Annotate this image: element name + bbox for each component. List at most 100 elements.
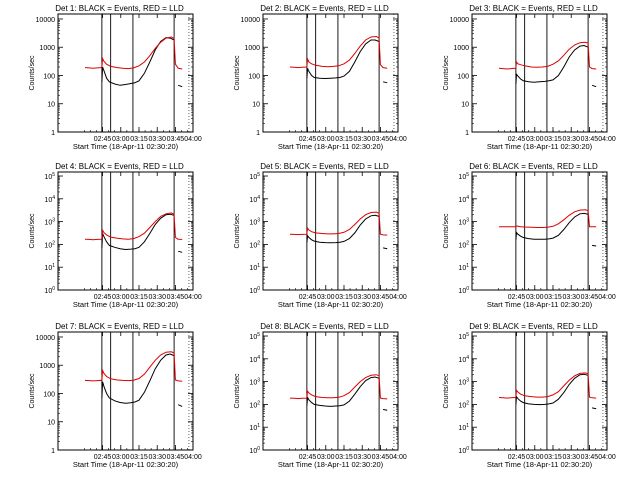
- plot-frame: [471, 13, 608, 133]
- x-tick-label: 03:00: [317, 136, 335, 143]
- plot-frame: [57, 13, 194, 133]
- chart-panel: Det 2: BLACK = Events, RED = LLD 1 10 100 10…: [234, 4, 407, 151]
- x-tick-label: 02:45: [299, 136, 317, 143]
- x-tick-label: 02:45: [508, 136, 526, 143]
- plot-frame: [57, 331, 194, 451]
- chart-panel: Det 3: BLACK = Events, RED = LLD 1 10 100 10…: [443, 4, 616, 151]
- y-tick-label: 10000: [450, 17, 470, 24]
- events-series-line: [178, 84, 183, 88]
- y-tick-label: 1000: [39, 363, 55, 370]
- x-tick-label: 03:45: [581, 454, 599, 461]
- chart-panel: Det 8: BLACK = Events, RED = LLD 100 101 10…: [234, 322, 407, 469]
- lld-series-line: [289, 35, 388, 69]
- y-tick-label: 100: [458, 286, 469, 295]
- x-tick-label: 03:30: [562, 136, 580, 143]
- y-tick-label: 105: [44, 172, 55, 181]
- y-tick-label: 102: [249, 240, 260, 249]
- chart-title: Det 7: BLACK = Events, RED = LLD: [55, 322, 184, 331]
- events-series-line: [306, 39, 380, 80]
- chart-panel: Det 7: BLACK = Events, RED = LLD 1 10 100 10…: [29, 322, 202, 469]
- x-tick-label: 04:00: [389, 454, 407, 461]
- chart-panel: Det 6: BLACK = Events, RED = LLD 100 101 10…: [443, 162, 616, 309]
- x-tick-label: 03:15: [544, 136, 562, 143]
- y-tick-label: 105: [249, 332, 260, 341]
- y-tick-label: 10000: [36, 335, 56, 342]
- y-tick-label: 10: [252, 102, 260, 109]
- events-series-line: [178, 250, 183, 253]
- y-tick-label: 100: [43, 391, 55, 398]
- chart-panel: Det 4: BLACK = Events, RED = LLD 100 101 10…: [29, 162, 202, 309]
- events-series-line: [591, 84, 597, 88]
- chart-title: Det 1: BLACK = Events, RED = LLD: [55, 4, 184, 13]
- x-tick-label: 02:45: [508, 294, 526, 301]
- plot-frame: [471, 171, 608, 291]
- y-tick-label: 103: [458, 218, 469, 227]
- y-axis-label: Counts/sec: [29, 213, 36, 249]
- x-tick-label: 03:30: [148, 136, 166, 143]
- x-axis-label: Start Time (18-Apr-11 02:30:20): [73, 142, 179, 151]
- y-tick-label: 10: [461, 102, 469, 109]
- y-axis-label: Counts/sec: [29, 55, 36, 91]
- x-tick-label: 02:45: [94, 294, 112, 301]
- y-tick-label: 102: [249, 400, 260, 409]
- x-tick-label: 03:15: [335, 294, 353, 301]
- events-series-line: [592, 407, 597, 410]
- y-tick-label: 1: [465, 130, 469, 137]
- x-tick-label: 03:45: [372, 294, 390, 301]
- y-tick-label: 103: [458, 378, 469, 387]
- events-series-line: [383, 247, 388, 250]
- y-tick-label: 102: [44, 240, 55, 249]
- y-tick-label: 10: [47, 102, 55, 109]
- y-tick-label: 10: [47, 420, 55, 427]
- lld-series-line: [498, 41, 597, 70]
- x-tick-label: 03:00: [526, 454, 544, 461]
- y-tick-label: 1: [256, 130, 260, 137]
- y-tick-label: 102: [458, 240, 469, 249]
- chart-panel: Det 1: BLACK = Events, RED = LLD 1 10 100 10…: [29, 4, 202, 151]
- y-tick-label: 100: [458, 446, 469, 455]
- x-tick-label: 04:00: [389, 136, 407, 143]
- y-tick-label: 101: [249, 263, 260, 272]
- y-tick-label: 103: [249, 218, 260, 227]
- y-tick-label: 104: [458, 195, 469, 204]
- x-tick-label: 03:00: [112, 136, 130, 143]
- y-tick-label: 100: [43, 73, 55, 80]
- y-tick-label: 100: [44, 286, 55, 295]
- x-tick-label: 03:00: [317, 294, 335, 301]
- lld-series-line: [289, 374, 388, 400]
- x-tick-label: 03:45: [167, 454, 185, 461]
- y-tick-label: 105: [249, 172, 260, 181]
- events-series-line: [101, 37, 175, 86]
- x-tick-label: 02:45: [299, 294, 317, 301]
- chart-title: Det 3: BLACK = Events, RED = LLD: [469, 4, 598, 13]
- x-tick-label: 03:30: [353, 136, 371, 143]
- x-tick-label: 03:15: [335, 454, 353, 461]
- lld-series-line: [84, 36, 183, 70]
- x-tick-label: 03:30: [148, 454, 166, 461]
- y-tick-label: 101: [249, 423, 260, 432]
- y-tick-label: 10000: [36, 17, 56, 24]
- x-tick-label: 02:45: [508, 454, 526, 461]
- events-series-line: [306, 376, 380, 407]
- x-tick-label: 04:00: [389, 294, 407, 301]
- x-axis-label: Start Time (18-Apr-11 02:30:20): [487, 460, 593, 469]
- events-series-line: [382, 81, 388, 84]
- x-tick-label: 03:00: [112, 454, 130, 461]
- x-axis-label: Start Time (18-Apr-11 02:30:20): [487, 142, 593, 151]
- y-tick-label: 103: [44, 218, 55, 227]
- plot-frame: [262, 171, 399, 291]
- events-series-line: [592, 244, 597, 247]
- y-tick-label: 104: [44, 195, 55, 204]
- y-tick-label: 101: [458, 263, 469, 272]
- x-tick-label: 02:45: [94, 136, 112, 143]
- x-tick-label: 03:00: [112, 294, 130, 301]
- events-series-line: [101, 353, 175, 404]
- x-tick-label: 03:30: [353, 454, 371, 461]
- x-tick-label: 04:00: [598, 294, 616, 301]
- x-tick-label: 03:15: [130, 454, 148, 461]
- y-tick-label: 103: [249, 378, 260, 387]
- y-tick-label: 102: [458, 400, 469, 409]
- x-tick-label: 03:45: [167, 136, 185, 143]
- lld-series-line: [84, 212, 183, 241]
